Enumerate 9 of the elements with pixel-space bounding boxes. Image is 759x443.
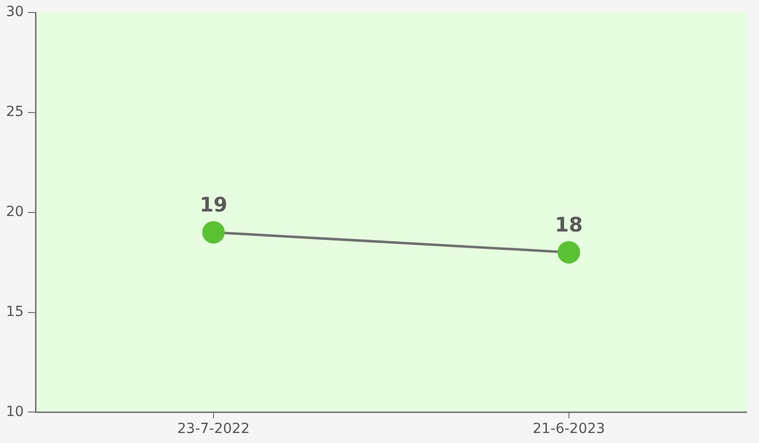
x-tick-label: 21-6-2023 <box>532 421 606 438</box>
y-tick-label: 15 <box>6 304 24 320</box>
y-tick-label: 25 <box>6 104 24 120</box>
y-tick-label: 10 <box>6 404 24 420</box>
data-label: 19 <box>200 192 228 217</box>
data-label: 18 <box>554 212 583 237</box>
y-tick-label: 20 <box>6 204 24 220</box>
x-tick-label: 23-7-2022 <box>177 421 250 438</box>
y-tick-label: 30 <box>6 4 24 20</box>
